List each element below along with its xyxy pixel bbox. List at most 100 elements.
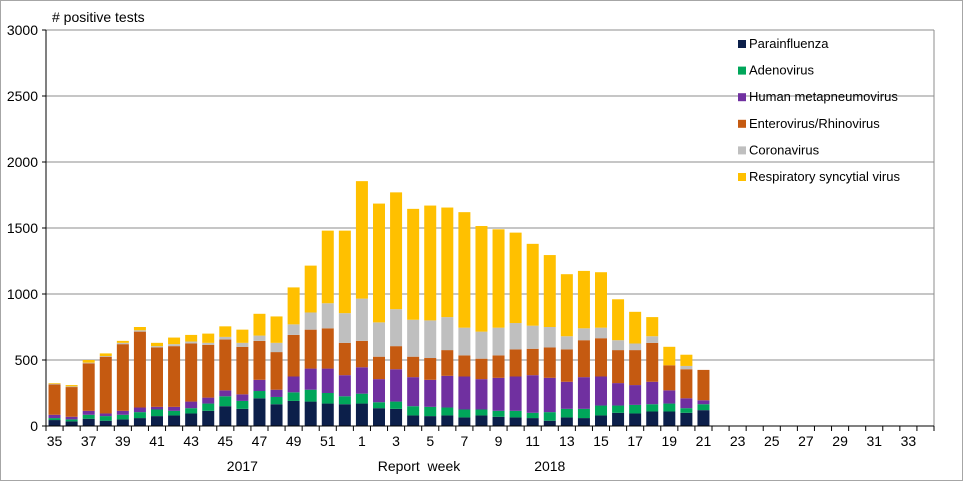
chart-title: # positive tests bbox=[52, 9, 145, 25]
bar-segment bbox=[168, 415, 181, 426]
bar-segment bbox=[543, 347, 556, 378]
bar-segment bbox=[270, 396, 283, 405]
bar-segment bbox=[219, 339, 232, 391]
bar-segment bbox=[236, 400, 249, 409]
bar-segment bbox=[492, 377, 505, 411]
legend-swatch bbox=[738, 93, 746, 102]
bar-segment bbox=[612, 299, 625, 341]
bar-segment bbox=[680, 369, 693, 399]
bar-segment bbox=[355, 340, 368, 368]
bar-segment bbox=[441, 375, 454, 408]
bar-segment bbox=[185, 334, 198, 342]
bar-segment bbox=[219, 326, 232, 337]
bar-segment bbox=[595, 405, 607, 416]
bar-segment bbox=[99, 356, 112, 357]
bar-segment bbox=[236, 394, 249, 401]
bar-segment bbox=[646, 404, 659, 412]
bar-segment bbox=[509, 376, 522, 411]
x-tick-label: 49 bbox=[286, 433, 302, 449]
bar-segment bbox=[355, 181, 368, 299]
bar-segment bbox=[509, 349, 522, 377]
bar-segment bbox=[373, 402, 385, 409]
bar-segment bbox=[185, 408, 198, 414]
bar-segment bbox=[697, 400, 710, 405]
bar-segment bbox=[287, 334, 300, 377]
bar-segment bbox=[304, 265, 317, 313]
bar-segment bbox=[560, 349, 573, 382]
bar-segment bbox=[355, 393, 368, 404]
bar-segment bbox=[441, 350, 454, 376]
bar-segment bbox=[697, 369, 710, 401]
bar-segment bbox=[151, 406, 163, 410]
bar-segment bbox=[82, 362, 95, 364]
bar-segment bbox=[407, 319, 420, 357]
bar-segment bbox=[219, 396, 232, 407]
bar-segment bbox=[560, 417, 573, 426]
x-tick-label: 9 bbox=[495, 433, 503, 449]
bar-segment bbox=[663, 411, 676, 426]
bar-segment bbox=[509, 232, 522, 324]
bar-segment bbox=[253, 340, 266, 380]
y-tick-label: 2500 bbox=[7, 88, 38, 104]
x-tick-label: 7 bbox=[460, 433, 468, 449]
bar-segment bbox=[663, 365, 676, 391]
legend-swatch bbox=[738, 40, 746, 48]
bar-segment bbox=[304, 368, 317, 390]
bar-segment bbox=[509, 410, 522, 418]
legend-entry: Human metapneumovirus bbox=[749, 89, 898, 104]
year-label: 2017 bbox=[227, 458, 258, 474]
bar-segment bbox=[219, 336, 232, 340]
bar-segment bbox=[526, 243, 539, 326]
bar-segment bbox=[253, 391, 266, 399]
bar-segment bbox=[629, 343, 642, 351]
bar-segment bbox=[48, 383, 61, 384]
x-tick-label: 45 bbox=[218, 433, 234, 449]
x-tick-label: 23 bbox=[730, 433, 746, 449]
bar-segment bbox=[202, 403, 215, 411]
bar-segment bbox=[407, 377, 420, 407]
bar-segment bbox=[151, 347, 163, 407]
bar-segment bbox=[133, 412, 146, 419]
bar-segment bbox=[629, 311, 642, 344]
bar-segment bbox=[390, 369, 403, 402]
bar-segment bbox=[65, 421, 78, 426]
bar-segment bbox=[82, 414, 95, 419]
bar-segment bbox=[355, 298, 368, 341]
x-tick-label: 43 bbox=[183, 433, 199, 449]
bar-segment bbox=[151, 409, 163, 417]
bar-segment bbox=[646, 411, 659, 426]
bar-segment bbox=[168, 337, 181, 345]
bar-segment bbox=[629, 350, 642, 386]
bar-segment bbox=[338, 230, 351, 314]
bar-segment bbox=[526, 325, 539, 349]
bar-segment bbox=[543, 255, 556, 327]
year-labels: 2017 2018 bbox=[227, 458, 566, 474]
bar-segment bbox=[253, 379, 266, 392]
bar-segment bbox=[287, 400, 300, 426]
bar-segment bbox=[543, 412, 556, 421]
bar-segment bbox=[99, 353, 112, 357]
bar-segment bbox=[680, 408, 693, 413]
bar-segment bbox=[116, 419, 129, 426]
bar-segment bbox=[185, 341, 198, 344]
bar-segment bbox=[82, 363, 95, 411]
bar-segment bbox=[253, 313, 266, 336]
bar-segment bbox=[151, 346, 163, 348]
bars bbox=[48, 181, 710, 426]
bar-segment bbox=[304, 389, 317, 402]
bar-segment bbox=[116, 344, 129, 411]
bar-segment bbox=[219, 390, 232, 397]
bar-segment bbox=[304, 329, 317, 369]
bar-segment bbox=[202, 344, 215, 398]
bar-segment bbox=[373, 203, 385, 323]
x-tick-label: 25 bbox=[764, 433, 780, 449]
bar-segment bbox=[133, 327, 146, 331]
x-tick-label: 3 bbox=[392, 433, 400, 449]
bar-segment bbox=[338, 396, 351, 405]
x-tick-label: 47 bbox=[252, 433, 268, 449]
x-tick-label: 5 bbox=[426, 433, 434, 449]
bar-segment bbox=[304, 401, 317, 426]
bar-segment bbox=[390, 309, 403, 347]
bar-segment bbox=[424, 406, 437, 417]
x-tick-label: 41 bbox=[149, 433, 165, 449]
